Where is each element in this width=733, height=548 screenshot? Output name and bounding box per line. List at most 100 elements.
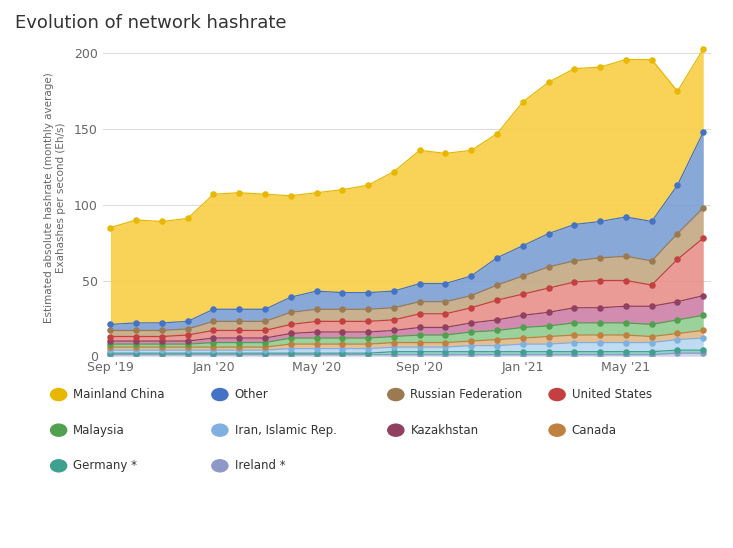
- Point: [594, 347, 606, 356]
- Point: [517, 334, 528, 342]
- Point: [156, 332, 168, 341]
- Point: [491, 341, 503, 350]
- Point: [646, 347, 658, 356]
- Point: [671, 316, 683, 324]
- Point: [285, 320, 297, 329]
- Point: [362, 344, 374, 353]
- Point: [233, 338, 245, 347]
- Point: [233, 305, 245, 313]
- Point: [207, 350, 219, 359]
- Point: [362, 340, 374, 349]
- Point: [336, 185, 348, 194]
- Point: [569, 256, 581, 265]
- Point: [646, 350, 658, 359]
- Point: [156, 340, 168, 349]
- Point: [440, 342, 452, 351]
- Point: [594, 253, 606, 262]
- Point: [207, 317, 219, 326]
- Point: [440, 279, 452, 288]
- Point: [671, 349, 683, 357]
- Point: [362, 288, 374, 297]
- Point: [465, 146, 477, 155]
- Point: [671, 229, 683, 238]
- Point: [207, 338, 219, 347]
- Point: [440, 149, 452, 158]
- Point: [156, 346, 168, 355]
- Point: [517, 290, 528, 299]
- Point: [440, 330, 452, 339]
- Point: [362, 350, 374, 359]
- Point: [414, 347, 426, 356]
- Point: [671, 87, 683, 96]
- Point: [182, 350, 194, 359]
- Point: [105, 346, 117, 355]
- Point: [697, 44, 709, 53]
- Point: [517, 350, 528, 359]
- Point: [440, 350, 452, 359]
- Point: [259, 342, 271, 351]
- Point: [517, 311, 528, 319]
- Point: [491, 253, 503, 262]
- Point: [569, 318, 581, 327]
- Point: [362, 317, 374, 326]
- Point: [569, 330, 581, 339]
- Point: [697, 311, 709, 319]
- Point: [259, 350, 271, 359]
- Point: [440, 310, 452, 318]
- Point: [311, 189, 323, 197]
- Point: [259, 326, 271, 335]
- Point: [440, 347, 452, 356]
- Point: [671, 346, 683, 355]
- Point: [336, 340, 348, 349]
- Point: [646, 302, 658, 311]
- Point: [311, 340, 323, 349]
- Point: [594, 350, 606, 359]
- Point: [233, 342, 245, 351]
- Point: [465, 272, 477, 281]
- Point: [182, 342, 194, 351]
- Y-axis label: Estimated absolute hashrate (monthly average)
Exahashes per second (Eh/s): Estimated absolute hashrate (monthly ave…: [44, 72, 65, 323]
- Text: Mainland China: Mainland China: [73, 388, 165, 401]
- Point: [517, 98, 528, 106]
- Point: [233, 317, 245, 326]
- Point: [156, 217, 168, 226]
- Point: [569, 220, 581, 229]
- Point: [671, 298, 683, 306]
- Point: [620, 347, 632, 356]
- Point: [388, 350, 399, 359]
- Point: [233, 334, 245, 342]
- Point: [620, 318, 632, 327]
- Point: [569, 64, 581, 73]
- Point: [362, 181, 374, 190]
- Point: [336, 288, 348, 297]
- Point: [465, 347, 477, 356]
- Point: [105, 342, 117, 351]
- Point: [465, 341, 477, 350]
- Point: [517, 340, 528, 349]
- Point: [362, 334, 374, 342]
- Point: [517, 347, 528, 356]
- Text: Russian Federation: Russian Federation: [410, 388, 523, 401]
- Point: [388, 167, 399, 176]
- Point: [569, 338, 581, 347]
- Point: [259, 305, 271, 313]
- Point: [388, 332, 399, 341]
- Point: [542, 340, 554, 349]
- Point: [285, 293, 297, 301]
- Point: [156, 318, 168, 327]
- Point: [311, 349, 323, 357]
- Point: [620, 55, 632, 64]
- Point: [491, 335, 503, 344]
- Text: Evolution of network hashrate: Evolution of network hashrate: [15, 14, 286, 32]
- Point: [182, 340, 194, 349]
- Text: Germany *: Germany *: [73, 459, 137, 472]
- Point: [311, 305, 323, 313]
- Point: [388, 342, 399, 351]
- Point: [311, 344, 323, 353]
- Point: [671, 329, 683, 338]
- Text: Canada: Canada: [572, 424, 616, 437]
- Point: [491, 296, 503, 305]
- Text: Kazakhstan: Kazakhstan: [410, 424, 479, 437]
- Point: [646, 256, 658, 265]
- Point: [646, 338, 658, 347]
